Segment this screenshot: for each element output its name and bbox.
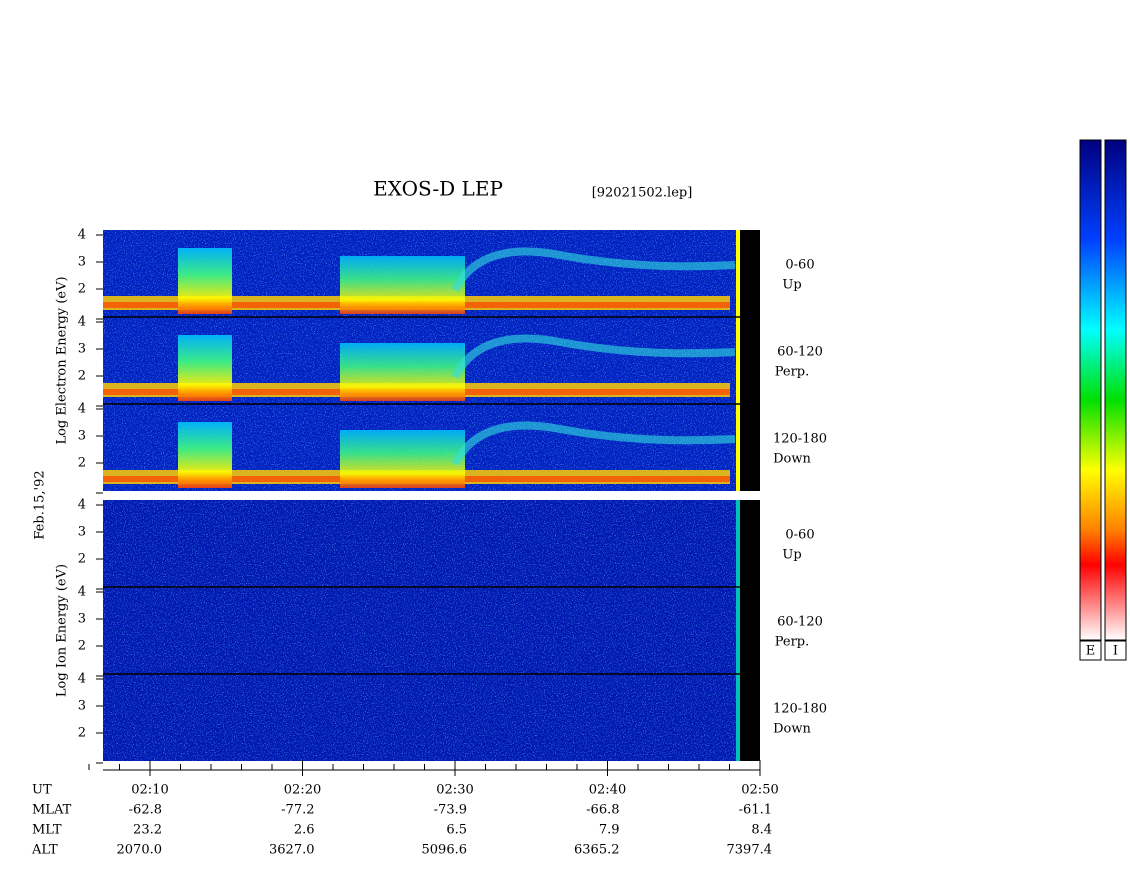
black-strip xyxy=(740,674,760,761)
black-strip xyxy=(740,500,760,587)
direction-label: Perp. xyxy=(775,365,810,380)
date-label: Feb.15,'92 xyxy=(33,470,48,539)
y-tick-label: 3 xyxy=(78,612,86,627)
y-tick-label: 3 xyxy=(78,342,86,357)
colorbar-e xyxy=(1079,139,1102,641)
y-tick-label: 3 xyxy=(78,525,86,540)
edge-strip xyxy=(736,587,740,674)
orbit-value: 2070.0 xyxy=(117,843,163,858)
direction-label: Perp. xyxy=(775,635,810,650)
edge-strip xyxy=(736,230,740,317)
orbit-value: -77.2 xyxy=(281,803,314,818)
edge-strip xyxy=(736,404,740,491)
y-tick-label: 4 xyxy=(78,585,86,600)
direction-label: Down xyxy=(773,452,811,467)
spectrogram-noise xyxy=(103,587,740,674)
orbit-value: 3627.0 xyxy=(269,843,315,858)
direction-label: Up xyxy=(782,278,801,293)
colorbar-label: I xyxy=(1113,644,1118,659)
colorbar-label: E xyxy=(1086,644,1096,659)
ut-label: 02:30 xyxy=(436,783,473,798)
black-strip xyxy=(740,587,760,674)
y-tick-label: 2 xyxy=(78,726,86,741)
arc xyxy=(451,247,736,292)
burst xyxy=(340,343,465,401)
burst xyxy=(340,256,465,314)
ut-label: 02:10 xyxy=(131,783,168,798)
orbit-value: -66.8 xyxy=(586,803,619,818)
y-tick-label: 3 xyxy=(78,699,86,714)
edge-strip xyxy=(736,317,740,404)
y-tick-label: 4 xyxy=(78,402,86,417)
ut-label: 02:40 xyxy=(589,783,626,798)
angle-label: 60-120 xyxy=(777,615,823,630)
direction-label: Up xyxy=(782,548,801,563)
orbit-value: 2.6 xyxy=(294,823,315,838)
orbit-value: -73.9 xyxy=(434,803,467,818)
y-tick-label: 2 xyxy=(78,456,86,471)
ut-label: 02:50 xyxy=(741,783,778,798)
orbit-value: 5096.6 xyxy=(422,843,468,858)
y-tick-label: 2 xyxy=(78,282,86,297)
spectrogram-noise xyxy=(103,500,740,587)
y-tick-label: 2 xyxy=(78,552,86,567)
y-tick-label: 2 xyxy=(78,369,86,384)
black-strip xyxy=(740,404,760,491)
y-tick-label: 2 xyxy=(78,639,86,654)
row-label: MLAT xyxy=(32,803,72,818)
orbit-value: 23.2 xyxy=(133,823,162,838)
title: EXOS-D LEP xyxy=(373,177,503,201)
angle-label: 60-120 xyxy=(777,345,823,360)
orbit-value: 6.5 xyxy=(446,823,467,838)
orbit-value: -61.1 xyxy=(739,803,772,818)
black-strip xyxy=(740,230,760,317)
burst xyxy=(178,248,232,314)
orbit-value: 8.4 xyxy=(751,823,772,838)
axis-label: Log Electron Energy (eV) xyxy=(55,276,70,444)
row-label: MLT xyxy=(32,823,62,838)
burst xyxy=(178,422,232,488)
edge-strip xyxy=(736,500,740,587)
orbit-value: 6365.2 xyxy=(574,843,620,858)
axis-label: Log Ion Energy (eV) xyxy=(55,564,70,697)
direction-label: Down xyxy=(773,722,811,737)
y-tick-label: 4 xyxy=(78,228,86,243)
arc xyxy=(451,334,736,379)
file-name: [92021502.lep] xyxy=(592,186,693,201)
black-strip xyxy=(740,317,760,404)
orbit-value: 7397.4 xyxy=(727,843,773,858)
row-label: UT xyxy=(32,783,52,798)
angle-label: 0-60 xyxy=(785,258,814,273)
arc xyxy=(451,421,736,466)
edge-strip xyxy=(736,674,740,761)
y-tick-label: 4 xyxy=(78,498,86,513)
y-tick-label: 3 xyxy=(78,429,86,444)
angle-label: 0-60 xyxy=(785,528,814,543)
y-tick-label: 4 xyxy=(78,315,86,330)
angle-label: 120-180 xyxy=(773,432,827,447)
angle-label: 120-180 xyxy=(773,702,827,717)
colorbar-label-box xyxy=(1104,640,1127,661)
row-label: ALT xyxy=(31,843,58,858)
colorbar-label-box xyxy=(1079,640,1102,661)
y-tick-label: 3 xyxy=(78,255,86,270)
orbit-value: 7.9 xyxy=(599,823,620,838)
ut-label: 02:20 xyxy=(284,783,321,798)
y-tick-label: 4 xyxy=(78,672,86,687)
burst xyxy=(178,335,232,401)
orbit-value: -62.8 xyxy=(129,803,162,818)
burst xyxy=(340,430,465,488)
colorbar-i xyxy=(1104,139,1127,641)
spectrogram-noise xyxy=(103,674,740,761)
